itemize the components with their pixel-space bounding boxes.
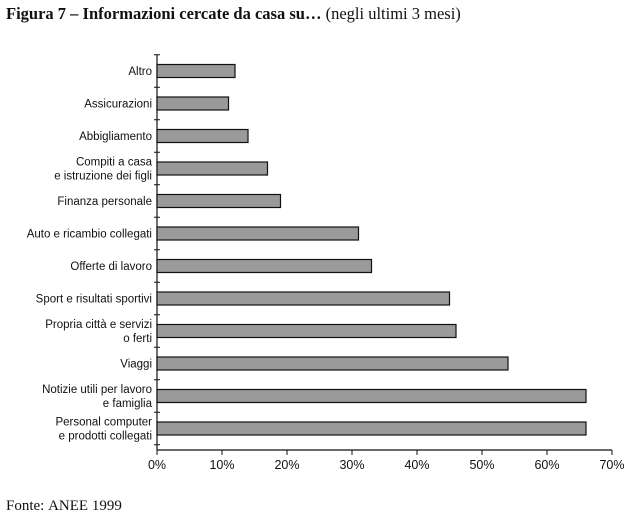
bar [156,193,282,209]
source-label: Fonte: [6,498,45,514]
bar [156,356,509,371]
category-label: e famiglia [103,398,153,410]
x-tick-label: 20% [274,458,299,472]
x-tick-label: 70% [599,458,624,472]
bar [156,388,587,404]
chart-title-subtitle: (negli ultimi 3 mesi) [325,4,461,23]
category-label: Offerte di lavoro [70,261,152,273]
category-label: Compiti a casa [76,157,153,169]
bar [156,291,451,306]
x-tick-label: 0% [148,458,166,472]
x-tick-label: 50% [469,458,494,472]
x-tick-label: 40% [404,458,429,472]
category-label: Notizie utili per lavoro [42,384,152,396]
source-organization: ANEE [48,498,89,514]
x-tick-label: 30% [339,458,364,472]
bar [156,421,587,436]
bar [156,96,230,111]
category-label: Auto e ricambio collegati [27,229,152,241]
category-label: Altro [128,66,152,78]
category-label: Personal computer [55,417,152,429]
category-label: Viaggi [120,359,152,371]
category-label: Assicurazioni [84,99,152,111]
category-label: Sport e risultati sportivi [36,294,152,306]
bar [156,258,373,274]
bar [156,128,249,144]
category-label: e prodotti collegati [59,431,152,443]
chart-title: Figura 7 – Informazioni cercate da casa … [6,4,636,24]
x-tick-label: 10% [209,458,234,472]
category-label: o ferti [123,333,152,345]
category-label: Finanza personale [57,196,152,208]
x-tick-label: 60% [534,458,559,472]
source-note: Fonte: ANEE 1999 [6,498,122,515]
category-label: e istruzione dei figli [54,171,152,183]
category-label: Abbigliamento [79,131,152,143]
chart-title-main: Figura 7 – Informazioni cercate da casa … [6,4,322,23]
bar [156,226,360,241]
category-label: Propria città e servizi [45,319,152,331]
bar [156,323,457,339]
bar [156,63,236,79]
source-year: 1999 [91,498,122,514]
bar [156,161,269,176]
